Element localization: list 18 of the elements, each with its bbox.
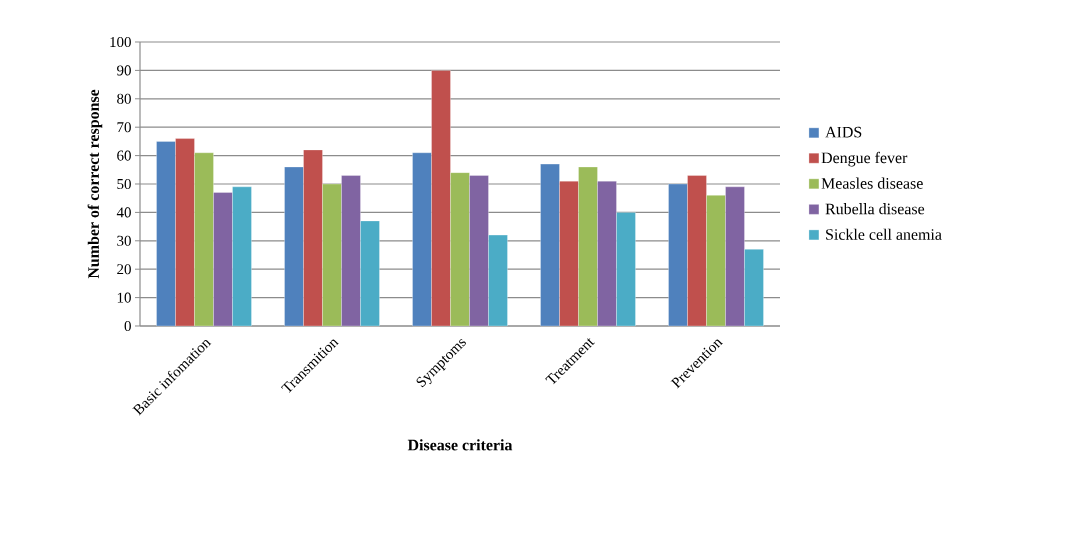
y-tick-label: 20 — [117, 264, 131, 275]
legend-label: Sickle cell anemia — [826, 228, 942, 240]
y-tick-label: 90 — [117, 65, 131, 76]
y-tick-label: 100 — [110, 36, 131, 48]
legend-label: Rubella disease — [825, 203, 925, 215]
y-tick-label: 0 — [124, 320, 131, 332]
y-tick-label: 60 — [117, 150, 131, 161]
x-axis-title: Disease criteria — [407, 439, 513, 451]
y-tick-label: 40 — [116, 207, 131, 218]
y-tick-label: 80 — [117, 93, 131, 104]
y-tick-label: 10 — [117, 292, 131, 303]
legend-label: Measles disease — [821, 177, 923, 189]
legend-label: AIDS — [825, 126, 862, 138]
y-tick-label: 50 — [117, 178, 131, 190]
y-tick-label: 70 — [117, 122, 131, 133]
legend-label: Dengue fever — [821, 151, 908, 167]
y-axis-title: Number of correct response — [87, 89, 103, 279]
y-tick-label: 30 — [117, 235, 131, 246]
